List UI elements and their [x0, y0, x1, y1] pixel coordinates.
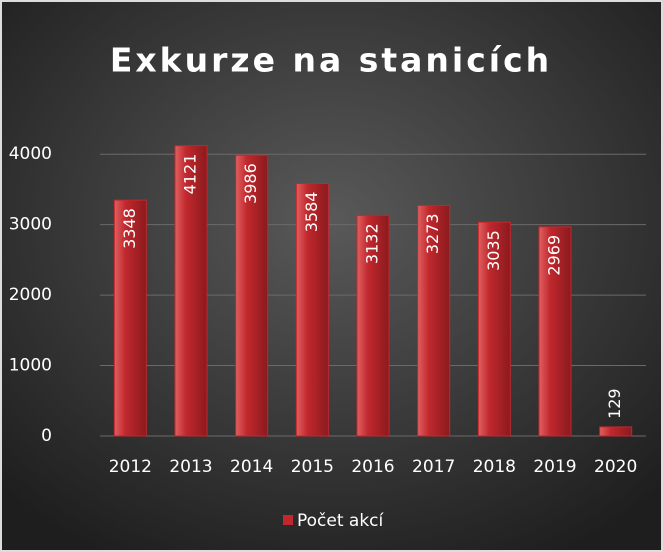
- bar: [113, 199, 147, 437]
- x-tick-label: 2020: [594, 457, 637, 477]
- bar: [235, 154, 269, 437]
- x-tick-label: 2019: [533, 457, 576, 477]
- data-label: 3035: [484, 230, 503, 271]
- data-label: 129: [605, 388, 624, 419]
- data-label: 4121: [181, 154, 200, 195]
- x-tick-label: 2013: [169, 457, 212, 477]
- y-tick-label: 1000: [9, 356, 52, 376]
- bar: [599, 426, 633, 437]
- y-tick-label: 0: [41, 426, 52, 446]
- data-label: 3986: [241, 163, 260, 204]
- chart-title: Exkurze na stanicích: [110, 41, 552, 80]
- x-tick-label: 2016: [351, 457, 394, 477]
- bar: [295, 183, 329, 437]
- y-tick-label: 3000: [9, 215, 52, 235]
- legend-label: Počet akcí: [297, 511, 385, 531]
- bar: [417, 204, 451, 437]
- data-label: 2969: [545, 235, 564, 276]
- legend-swatch: [283, 515, 293, 525]
- x-tick-label: 2015: [291, 457, 334, 477]
- bar: [538, 226, 572, 437]
- x-tick-label: 2017: [412, 457, 455, 477]
- data-label: 3132: [363, 223, 382, 264]
- x-tick-label: 2018: [473, 457, 516, 477]
- y-tick-label: 2000: [9, 285, 52, 305]
- x-tick-label: 2012: [109, 457, 152, 477]
- bar: [174, 145, 208, 437]
- data-label: 3348: [120, 208, 139, 249]
- bar: [477, 221, 511, 437]
- x-tick-label: 2014: [230, 457, 273, 477]
- bar: [356, 214, 390, 437]
- data-label: 3584: [302, 192, 321, 233]
- y-tick-label: 4000: [9, 144, 52, 164]
- data-label: 3273: [423, 213, 442, 254]
